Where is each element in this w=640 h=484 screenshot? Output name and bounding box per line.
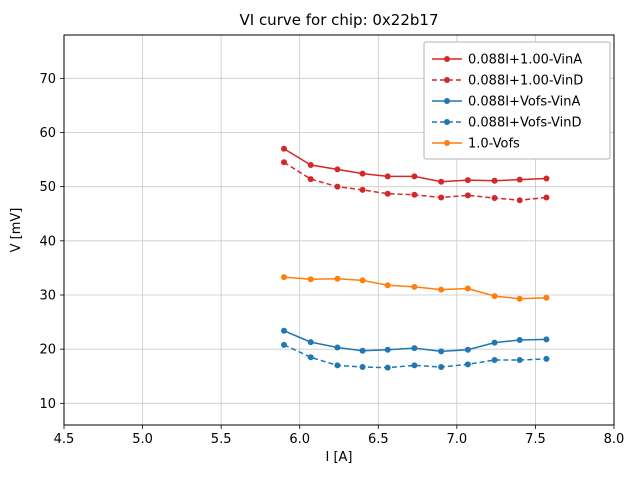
y-tick-label: 60	[39, 126, 56, 141]
series-marker	[491, 177, 498, 184]
x-tick-label: 5.5	[211, 432, 232, 447]
series-marker	[438, 286, 445, 293]
series-marker	[307, 276, 314, 283]
series-marker	[516, 357, 523, 363]
legend-label: 0.088I+Vofs-VinA	[468, 95, 581, 110]
series-marker	[281, 274, 287, 281]
series-marker	[464, 177, 471, 184]
chart-title: VI curve for chip: 0x22b17	[239, 11, 438, 29]
series-marker	[411, 362, 418, 369]
series-line	[283, 344, 547, 369]
series-marker	[411, 191, 418, 198]
legend-marker	[444, 140, 450, 146]
series-marker	[359, 364, 366, 371]
legend-label: 0.088I+1.00-VinA	[468, 53, 582, 68]
series-marker	[411, 173, 418, 180]
series-marker	[281, 145, 287, 152]
series-marker	[516, 295, 523, 302]
series-marker	[411, 283, 418, 290]
legend-label: 0.088I+1.00-VinD	[468, 74, 583, 89]
series-marker	[491, 339, 498, 346]
series-marker	[543, 175, 550, 182]
y-tick-label: 10	[39, 397, 56, 412]
series-marker	[384, 364, 391, 371]
series-marker	[543, 194, 550, 201]
x-tick-label: 6.0	[289, 432, 310, 447]
series-marker	[491, 357, 498, 363]
x-tick-label: 7.5	[525, 432, 546, 447]
legend-marker	[444, 119, 450, 125]
series-marker	[543, 336, 550, 343]
series-marker	[464, 285, 471, 292]
series-marker	[334, 183, 341, 190]
series-marker	[543, 294, 550, 301]
y-tick-label: 70	[39, 72, 56, 87]
series-marker	[438, 364, 445, 371]
y-tick-label: 20	[39, 343, 56, 358]
legend-label: 1.0-Vofs	[468, 137, 520, 152]
series-marker	[334, 344, 341, 351]
series-marker	[491, 195, 498, 202]
series-marker	[281, 327, 287, 334]
series-marker	[438, 348, 445, 355]
series-marker	[516, 176, 523, 183]
legend-marker	[444, 98, 450, 104]
series-marker	[334, 362, 341, 369]
series-marker	[307, 354, 314, 361]
series-marker	[491, 293, 498, 300]
series-marker	[516, 336, 523, 343]
series-marker	[384, 173, 391, 180]
x-tick-label: 7.0	[447, 432, 468, 447]
series-marker	[307, 339, 314, 346]
series-marker	[334, 166, 341, 173]
series-marker	[384, 190, 391, 197]
series-marker	[438, 194, 445, 201]
x-axis-label: I [A]	[325, 450, 352, 465]
series-marker	[359, 347, 366, 354]
series-marker	[281, 341, 287, 348]
series-marker	[281, 159, 287, 166]
series-marker	[464, 192, 471, 199]
x-tick-label: 6.5	[368, 432, 389, 447]
series-marker	[464, 346, 471, 353]
series-marker	[543, 355, 550, 362]
legend-marker	[444, 77, 450, 83]
legend-label: 0.088I+Vofs-VinD	[468, 116, 582, 131]
plot-border	[63, 34, 615, 426]
series-marker	[359, 170, 366, 177]
series-marker	[516, 197, 523, 204]
series-marker	[411, 345, 418, 352]
series-marker	[464, 361, 471, 368]
series-marker	[307, 162, 314, 168]
x-tick-label: 8.0	[604, 432, 625, 447]
x-tick-label: 5.0	[132, 432, 153, 447]
series-marker	[334, 275, 341, 282]
legend: 0.088I+1.00-VinA 0.088I+1.00-VinD 0.088I+V…	[423, 41, 611, 160]
y-tick-label: 30	[39, 289, 56, 304]
series-marker	[438, 178, 445, 185]
series-marker	[359, 277, 366, 284]
series-marker	[384, 282, 391, 289]
legend-marker	[444, 56, 450, 62]
y-tick-label: 40	[39, 234, 56, 249]
x-tick-label: 4.5	[54, 432, 75, 447]
series-marker	[384, 346, 391, 353]
series-marker	[359, 186, 366, 193]
y-axis-label: V [mV]	[9, 208, 24, 253]
series-marker	[307, 176, 314, 183]
legend-box	[423, 41, 611, 160]
y-tick-label: 50	[39, 180, 56, 195]
